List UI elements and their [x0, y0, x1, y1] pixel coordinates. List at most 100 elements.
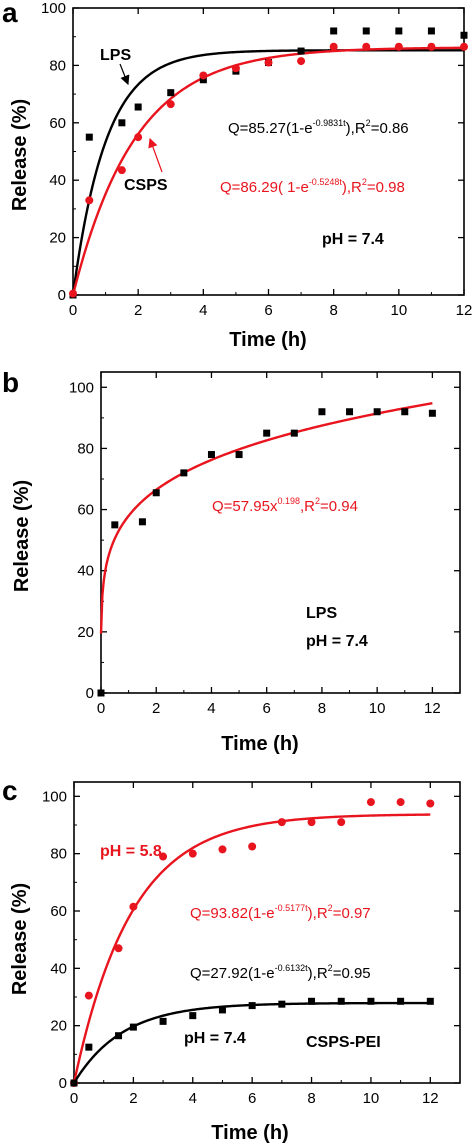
data-point-square	[115, 1032, 123, 1040]
x-tick-label: 8	[329, 302, 337, 319]
y-tick-label: 0	[86, 685, 94, 702]
panel-c-sample-label: CSPS-PEI	[306, 1034, 381, 1051]
x-tick-label: 4	[199, 302, 207, 319]
y-tick-label: 40	[49, 172, 66, 189]
y-tick-label: 100	[42, 788, 67, 805]
y-tick-label: 100	[69, 379, 94, 396]
data-point-circle	[297, 57, 306, 66]
data-point-circle	[85, 196, 94, 205]
fit-line-csps	[71, 46, 465, 296]
data-point-square	[85, 1043, 93, 1051]
data-point-circle	[460, 42, 468, 51]
panel-b-y-axis-label: Release (%)	[11, 480, 33, 592]
ph-5-8-fit-equation: Q=93.82(1-e-0.5177t),R2=0.97	[190, 903, 371, 922]
data-point-circle	[117, 166, 126, 175]
panel-c-y-axis-label: Release (%)	[9, 883, 31, 995]
panel-b-sample-label: LPS	[306, 605, 337, 622]
data-point-square	[129, 1023, 137, 1031]
y-tick-label: 80	[77, 440, 94, 457]
data-point-circle	[166, 100, 175, 109]
y-tick-label: 100	[41, 0, 66, 17]
data-point-square	[85, 133, 93, 141]
panel-a-y-axis-label: Release (%)	[9, 99, 31, 211]
data-point-circle	[218, 845, 227, 854]
x-tick-label: 4	[189, 1090, 197, 1107]
data-point-circle	[248, 842, 257, 851]
panel-b-fit-lines	[99, 402, 433, 634]
data-point-square	[346, 408, 354, 416]
data-point-square	[207, 451, 215, 459]
x-tick-label: 10	[390, 302, 407, 319]
data-point-circle	[264, 58, 273, 67]
data-point-square	[134, 103, 142, 111]
x-tick-label: 2	[129, 1090, 137, 1107]
panel-letter-b: b	[2, 367, 19, 398]
lps-curve-label: LPS	[100, 47, 131, 64]
data-point-square	[373, 408, 381, 416]
y-tick-label: 40	[77, 563, 94, 580]
y-tick-label: 60	[50, 903, 67, 920]
csps-fit-equation: Q=86.29( 1-e-0.5248t),R2=0.98	[220, 177, 405, 196]
data-point-circle	[366, 798, 375, 807]
panel-a-data-points	[69, 27, 468, 299]
data-point-square	[248, 1002, 256, 1010]
data-point-square	[70, 1079, 78, 1087]
data-point-square	[397, 997, 405, 1005]
data-point-circle	[427, 42, 436, 51]
x-tick-label: 8	[318, 700, 326, 717]
panel-c-frame	[73, 781, 461, 1084]
data-point-square	[337, 997, 345, 1005]
panel-b-axes: 0 2 4 6 8 10 12 0 20 40 60 80 100	[69, 371, 461, 717]
data-point-square	[118, 119, 126, 127]
data-point-square	[290, 429, 298, 437]
data-point-square	[426, 997, 434, 1005]
x-tick-label: 0	[70, 1090, 78, 1107]
data-point-square	[278, 1000, 286, 1008]
panel-c: c 0 2 4 6 8 10 12 0 20 40 60 80 100 Release (%) Time…	[2, 775, 461, 1144]
data-point-square	[111, 521, 119, 529]
data-point-circle	[362, 42, 371, 51]
fit-line-lps	[99, 402, 433, 634]
ph-7-4-fit-equation: Q=27.92(1-e-0.6132t),R2=0.95	[190, 963, 371, 982]
data-point-square	[308, 997, 316, 1005]
panel-a-axes: 0 2 4 6 8 10 12 0 20 40 60 80 100	[41, 0, 472, 319]
panel-b: b 0 2 4 6 8 10 12 0 20 40 60 80 100 Release (%) Time…	[2, 367, 461, 755]
data-point-square	[199, 76, 207, 84]
data-point-square	[318, 408, 326, 416]
y-tick-label: 0	[59, 1075, 67, 1092]
csps-curve-label: CSPS	[124, 177, 168, 194]
data-point-square	[152, 489, 160, 497]
data-point-circle	[188, 849, 197, 858]
data-point-circle	[69, 289, 77, 298]
x-tick-label: 4	[207, 700, 215, 717]
data-point-square	[218, 1006, 226, 1014]
x-tick-label: 2	[134, 302, 142, 319]
data-point-square	[189, 1012, 197, 1020]
panel-b-data-points	[97, 408, 436, 697]
data-point-circle	[231, 64, 240, 73]
lps-pointer-arrow	[119, 63, 130, 86]
y-tick-label: 20	[49, 230, 66, 247]
data-point-square	[263, 429, 271, 437]
y-tick-label: 80	[50, 846, 67, 863]
x-tick-label: 0	[69, 302, 77, 319]
y-tick-label: 20	[50, 1018, 67, 1035]
panel-c-x-axis-label: Time (h)	[211, 1122, 288, 1144]
panel-a-fit-lines	[71, 46, 465, 296]
lps-fit-equation: Q=85.27(1-e-0.9831t),R2=0.86	[228, 118, 409, 137]
data-point-square	[235, 451, 243, 459]
x-tick-label: 12	[424, 700, 441, 717]
data-point-square	[97, 689, 105, 697]
panel-b-ph-label: pH = 7.4	[306, 633, 368, 650]
data-point-circle	[329, 42, 338, 51]
data-point-square	[297, 47, 305, 55]
x-tick-label: 12	[422, 1090, 439, 1107]
panel-a: a 0 2 4 6 8 10 12 0 20 40 60 80 100 Release (%) Time…	[2, 0, 472, 351]
data-point-square	[330, 27, 338, 35]
y-tick-label: 40	[50, 960, 67, 977]
data-point-circle	[396, 798, 405, 807]
data-point-circle	[84, 991, 93, 1000]
x-tick-label: 0	[97, 700, 105, 717]
y-tick-label: 0	[58, 287, 66, 304]
